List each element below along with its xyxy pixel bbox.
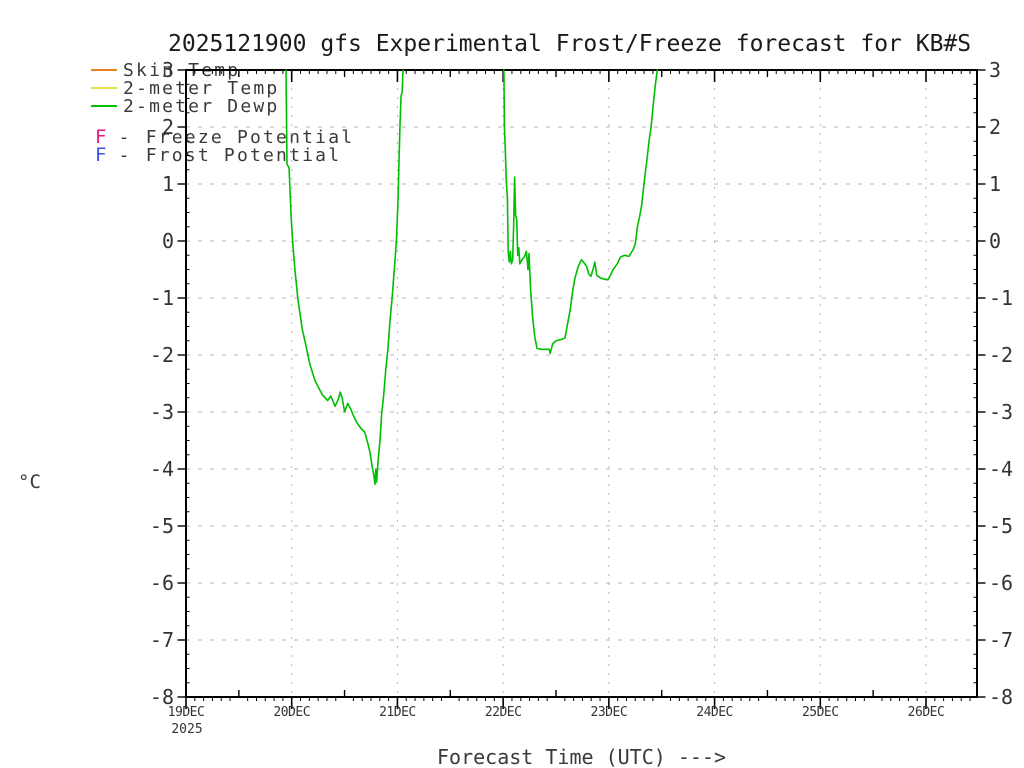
svg-text:-5: -5 [150, 514, 174, 538]
legend-item-frost-potential: F - Frost Potential [95, 144, 342, 166]
svg-text:23DEC: 23DEC [591, 705, 628, 720]
gridlines [186, 70, 977, 697]
svg-text:-1: -1 [150, 286, 174, 310]
svg-text:2: 2 [989, 115, 1001, 139]
chart-title: 2025121900 gfs Experimental Frost/Freeze… [168, 31, 972, 57]
svg-text:0: 0 [989, 229, 1001, 253]
y-axis-unit-label: °C [18, 471, 41, 493]
svg-text:25DEC: 25DEC [802, 705, 839, 720]
skin-temp-line-swatch [91, 69, 117, 71]
svg-text:-4: -4 [989, 457, 1013, 481]
svg-text:26DEC: 26DEC [908, 705, 945, 720]
svg-text:-4: -4 [150, 457, 174, 481]
frost-separator: - [118, 144, 132, 166]
svg-text:3: 3 [989, 58, 1001, 82]
svg-text:21DEC: 21DEC [379, 705, 416, 720]
svg-text:-2: -2 [989, 343, 1013, 367]
legend-label-frost-potential: Frost Potential [145, 144, 342, 166]
legend-item-freeze-potential: F - Freeze Potential [95, 126, 355, 148]
freeze-potential-symbol: F [95, 126, 109, 148]
2m-temp-line-swatch [91, 87, 117, 89]
svg-text:-2: -2 [150, 343, 174, 367]
svg-text:2: 2 [162, 115, 174, 139]
svg-text:24DEC: 24DEC [696, 705, 733, 720]
legend-label-freeze-potential: Freeze Potential [145, 126, 355, 148]
series-2-meter-dewp [285, 69, 659, 486]
tick-labels: -8 -8 -7 -7 -6 -6 -5 -5 -4 -4 -3 -3 -2 -2 -1 -1 0 0 1 1 2 2 3 3… [150, 58, 1013, 737]
axis-ticks [177, 69, 986, 709]
svg-text:20DEC: 20DEC [273, 705, 310, 720]
frost-potential-symbol: F [95, 144, 109, 166]
svg-text:19DEC: 19DEC [168, 705, 205, 720]
svg-text:-6: -6 [150, 571, 174, 595]
legend-item-2m-dewp: 2-meter Dewp [91, 95, 280, 117]
legend-label-2m-dewp: 2-meter Dewp [123, 95, 280, 117]
svg-text:-8: -8 [150, 685, 174, 709]
svg-text:1: 1 [989, 172, 1001, 196]
svg-text:-3: -3 [150, 400, 174, 424]
axes-frame [185, 69, 978, 698]
svg-text:3: 3 [162, 58, 174, 82]
svg-text:-5: -5 [989, 514, 1013, 538]
2m-dewp-line-swatch [91, 105, 117, 107]
svg-text:22DEC: 22DEC [485, 705, 522, 720]
freeze-separator: - [118, 126, 132, 148]
legend-label-2m-temp: 2-meter Temp [123, 77, 280, 99]
svg-text:-7: -7 [150, 628, 174, 652]
svg-text:-3: -3 [989, 400, 1013, 424]
x-axis-title: Forecast Time (UTC) ---> [437, 745, 726, 768]
svg-text:-1: -1 [989, 286, 1013, 310]
svg-text:1: 1 [162, 172, 174, 196]
svg-text:-7: -7 [989, 628, 1013, 652]
svg-text:-6: -6 [989, 571, 1013, 595]
svg-text:-8: -8 [989, 685, 1013, 709]
svg-text:0: 0 [162, 229, 174, 253]
legend-item-2m-temp: 2-meter Temp [91, 77, 280, 99]
svg-text:2025: 2025 [171, 722, 202, 737]
